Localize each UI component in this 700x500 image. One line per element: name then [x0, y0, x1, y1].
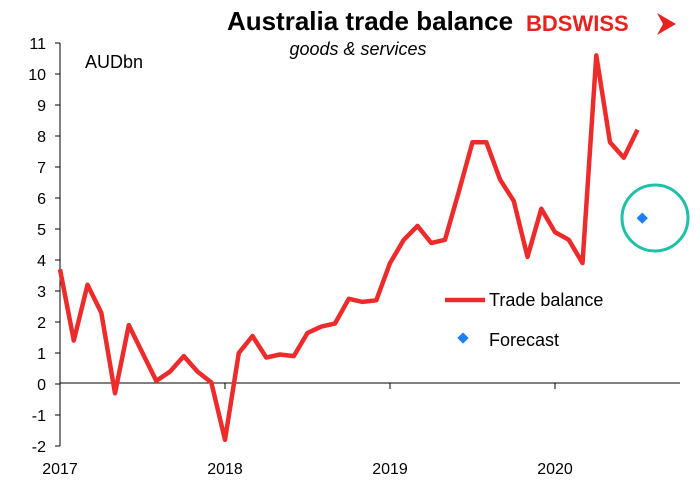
y-tick-label: 2	[37, 315, 46, 332]
x-tick-label: 2020	[537, 461, 573, 478]
y-tick-label: 5	[37, 222, 46, 239]
y-tick-label: 10	[28, 67, 46, 84]
chart-subtitle: goods & services	[289, 39, 426, 59]
legend-trade-balance: Trade balance	[489, 290, 603, 310]
y-tick-label: 3	[37, 284, 46, 301]
x-tick-label: 2018	[207, 461, 243, 478]
legend-forecast: Forecast	[489, 330, 559, 350]
y-tick-label: 1	[37, 346, 46, 363]
series-layer	[57, 53, 648, 443]
forecast-point	[636, 212, 648, 224]
x-tick-label: 2019	[372, 461, 408, 478]
y-tick-label: -2	[32, 439, 46, 456]
y-tick-label: -1	[32, 408, 46, 425]
logo-text: BDSWISS	[526, 11, 629, 36]
x-tick-labels: 2017 2018 2019 2020	[42, 383, 573, 478]
trade-balance-line	[57, 53, 640, 443]
y-tick-label: 7	[37, 160, 46, 177]
logo-arrow-icon	[657, 13, 676, 35]
x-tick-label: 2017	[42, 461, 78, 478]
y-tick-label: 11	[29, 36, 46, 53]
legend: Trade balance Forecast	[445, 290, 603, 350]
y-unit-label: AUDbn	[85, 52, 143, 72]
y-tick-label: 4	[37, 253, 46, 270]
forecast-highlight-circle	[620, 183, 690, 253]
y-tick-label: 9	[37, 98, 46, 115]
y-tick-label: 0	[37, 377, 46, 394]
chart-title: Australia trade balance	[227, 6, 513, 36]
axes	[59, 43, 680, 446]
legend-diamond-swatch	[457, 332, 469, 344]
y-tick-label: 8	[37, 129, 46, 146]
bdswiss-logo: BDSWISS	[526, 11, 676, 36]
y-tick-label: 6	[37, 191, 46, 208]
